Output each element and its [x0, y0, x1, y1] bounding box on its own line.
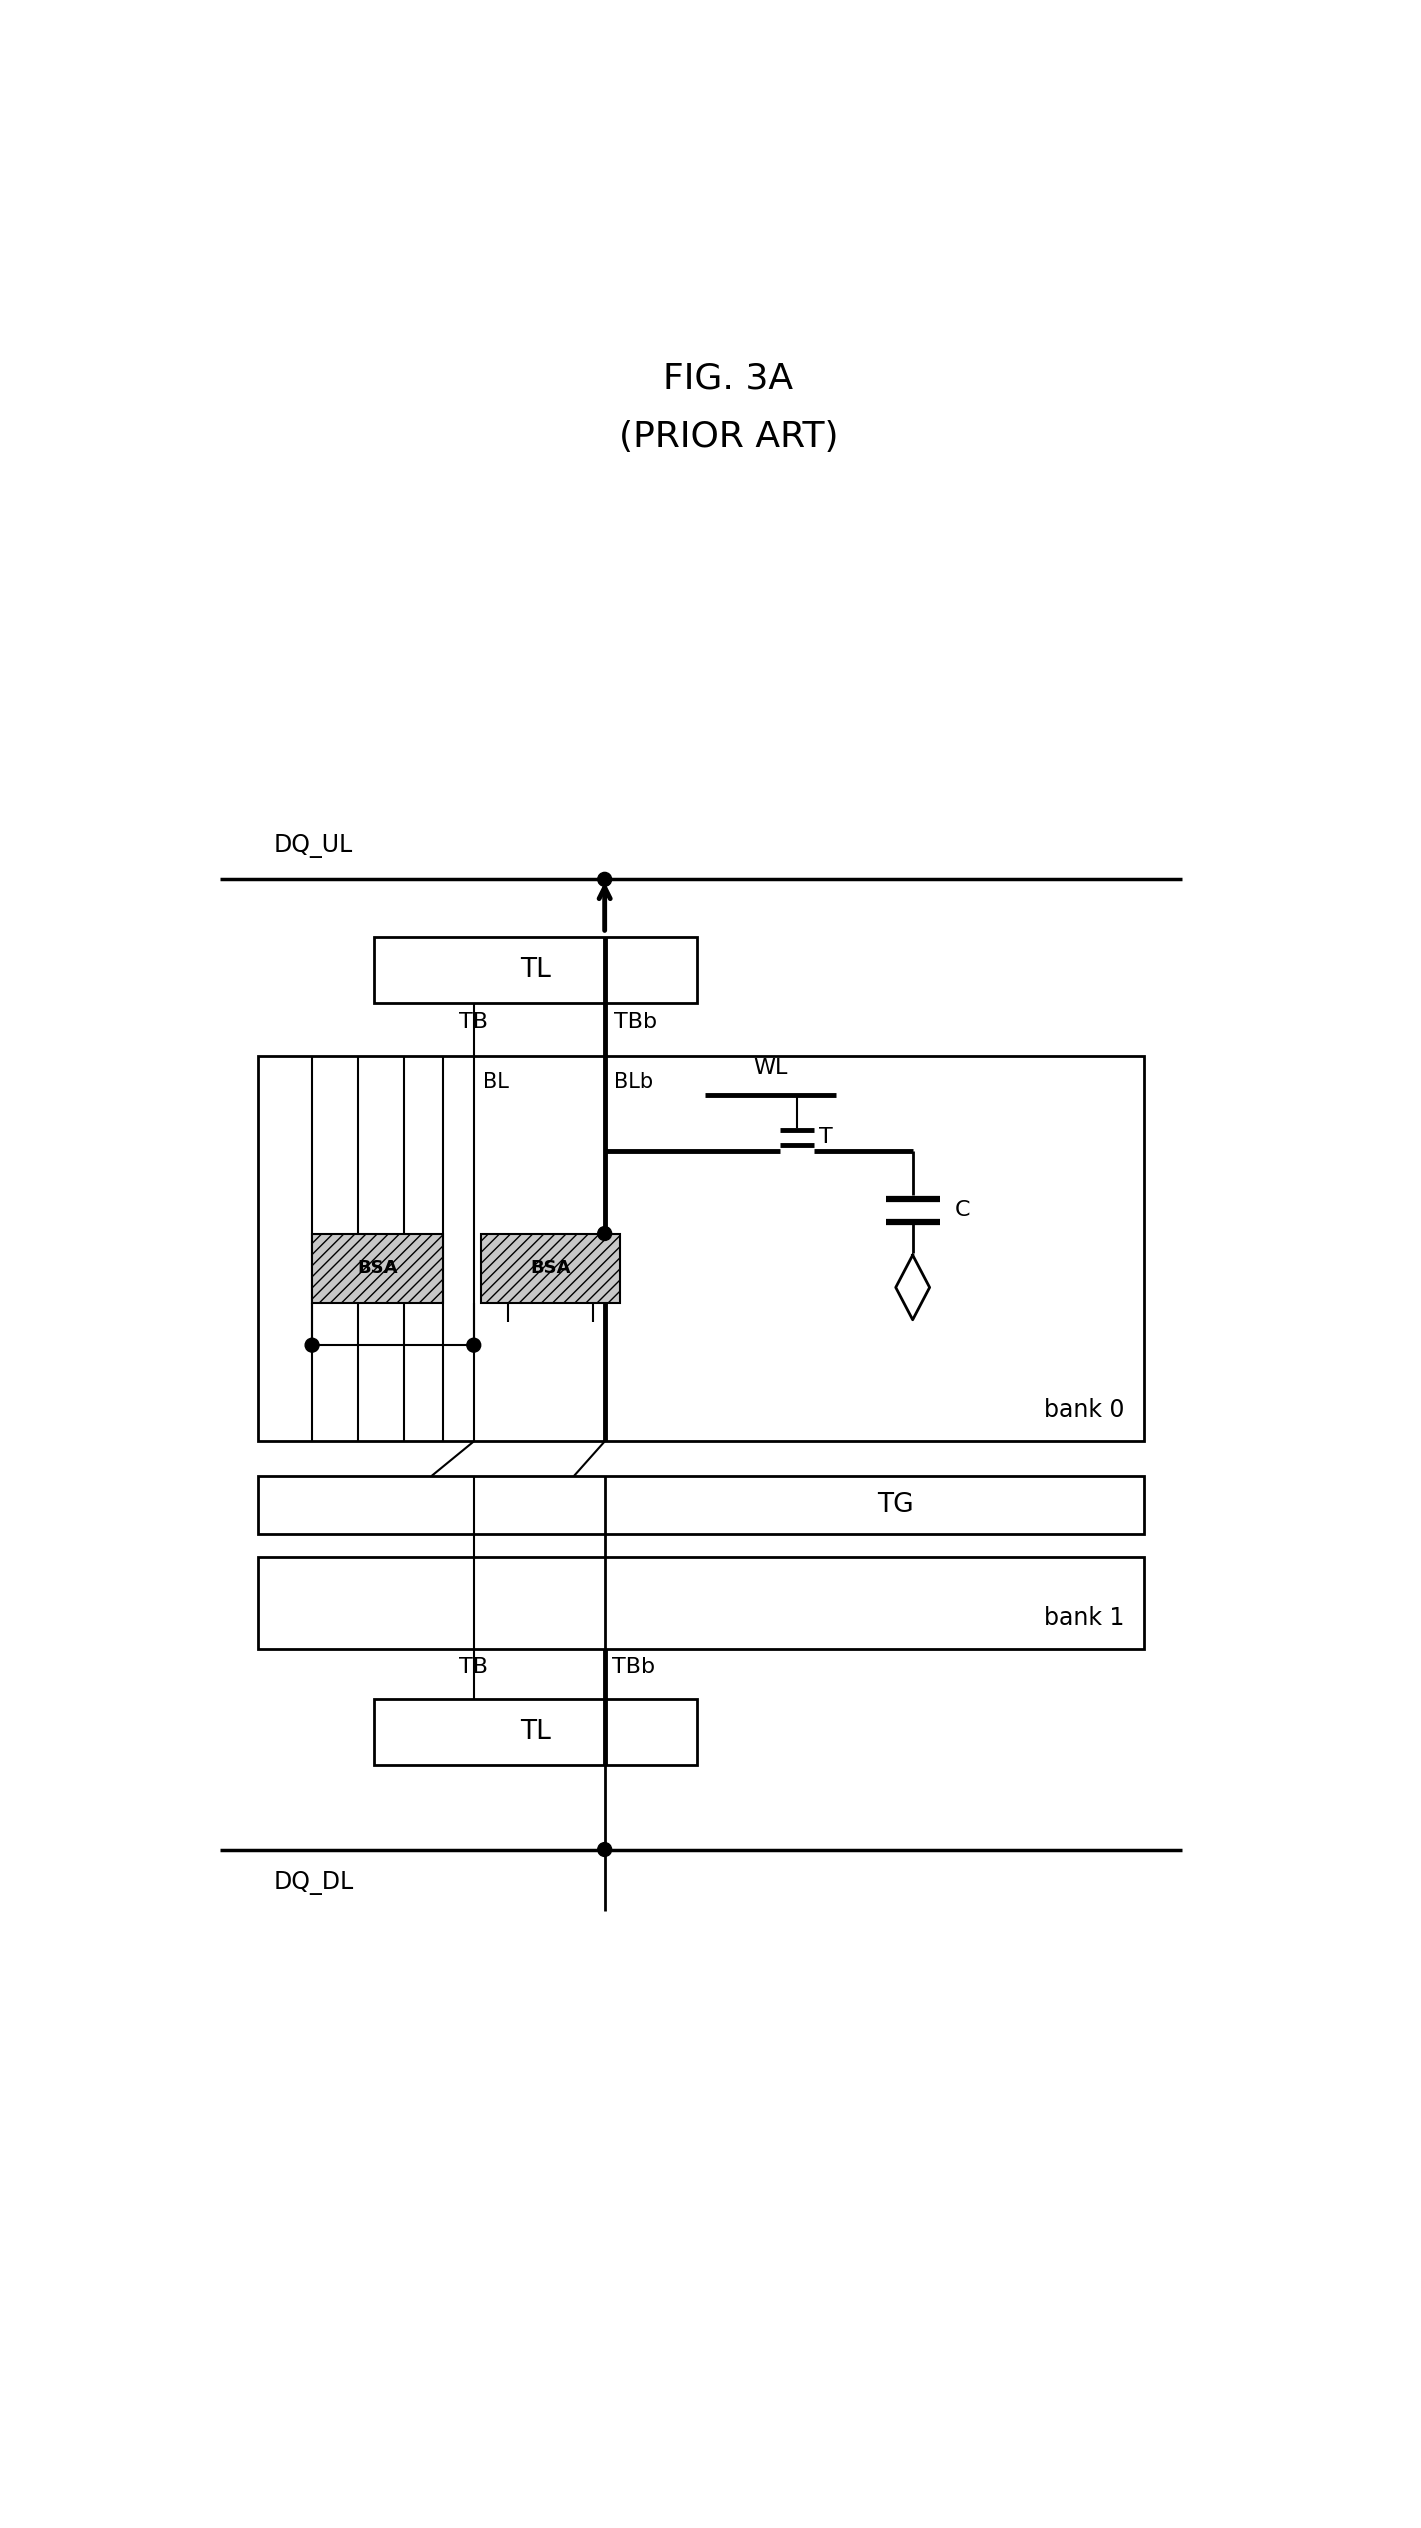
Bar	[259, 1557, 1144, 1648]
Circle shape	[598, 1226, 611, 1241]
Bar	[259, 1476, 1144, 1534]
Text: TBb: TBb	[614, 1011, 657, 1031]
Text: FIG. 3A: FIG. 3A	[664, 362, 793, 397]
Circle shape	[468, 1337, 480, 1352]
Text: T: T	[818, 1127, 833, 1148]
Text: BSA: BSA	[530, 1259, 571, 1277]
Text: BSA: BSA	[357, 1259, 398, 1277]
Circle shape	[598, 1843, 611, 1856]
Text: bank 1: bank 1	[1044, 1605, 1124, 1631]
Bar	[259, 1057, 1144, 1441]
Text: (PRIOR ART): (PRIOR ART)	[618, 420, 838, 453]
Bar	[374, 938, 698, 1004]
Circle shape	[306, 1337, 318, 1352]
Text: WL: WL	[753, 1059, 787, 1077]
Circle shape	[598, 872, 611, 887]
Bar	[482, 1234, 620, 1302]
Text: DQ_UL: DQ_UL	[274, 834, 352, 857]
Bar	[374, 1699, 698, 1765]
Text: TL: TL	[520, 1719, 551, 1744]
Text: BLb: BLb	[614, 1072, 654, 1092]
Text: bank 0: bank 0	[1044, 1398, 1124, 1423]
Text: TL: TL	[520, 956, 551, 983]
Text: TB: TB	[459, 1011, 489, 1031]
Text: TBb: TBb	[612, 1656, 655, 1676]
Text: BL: BL	[483, 1072, 509, 1092]
Text: TB: TB	[459, 1656, 489, 1676]
Text: C: C	[955, 1201, 971, 1221]
Bar	[313, 1234, 443, 1302]
Text: TG: TG	[877, 1492, 914, 1517]
Text: DQ_DL: DQ_DL	[274, 1871, 354, 1896]
